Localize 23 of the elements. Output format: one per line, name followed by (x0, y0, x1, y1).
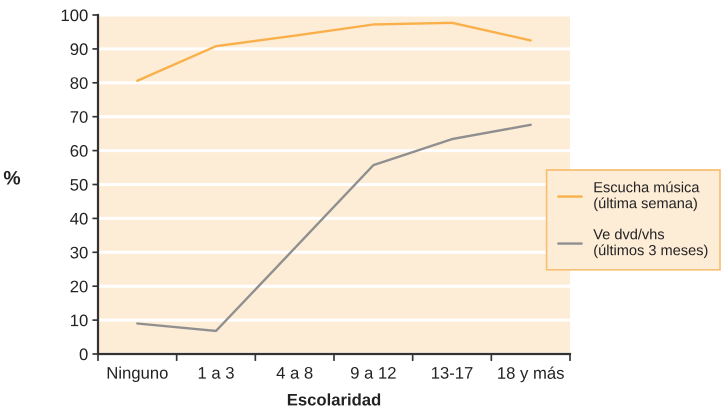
legend-label: Ve dvd/vhs (últimos 3 meses) (593, 228, 708, 258)
x-tick-label: 1 a 3 (198, 366, 234, 379)
line-series (136, 124, 532, 332)
x-tick-label: Ninguno (108, 366, 168, 382)
y-tick-label: 70 (70, 111, 88, 123)
x-tick-label: 13-17 (432, 366, 472, 379)
x-axis-title: Escolaridad (288, 393, 380, 406)
y-tick-label: 30 (70, 246, 88, 259)
line-series (136, 22, 532, 82)
y-tick-label: 90 (70, 43, 88, 56)
y-tick-label: 60 (70, 145, 88, 157)
y-tick-label: 80 (70, 77, 88, 90)
x-tick-label: 9 a 12 (350, 366, 396, 379)
y-tick-label: 10 (71, 314, 88, 326)
y-tick-label: 0 (80, 348, 88, 360)
y-tick-label: 50 (70, 178, 88, 191)
y-axis-title: % (4, 170, 20, 185)
y-tick-label: 40 (70, 212, 88, 225)
x-tick-label: 4 a 8 (276, 366, 312, 379)
y-tick-label: 20 (70, 280, 88, 292)
legend-label: Escucha música (última semana) (594, 181, 700, 212)
y-tick-label: 100 (62, 9, 88, 22)
x-tick-label: 18 y más (498, 366, 564, 382)
